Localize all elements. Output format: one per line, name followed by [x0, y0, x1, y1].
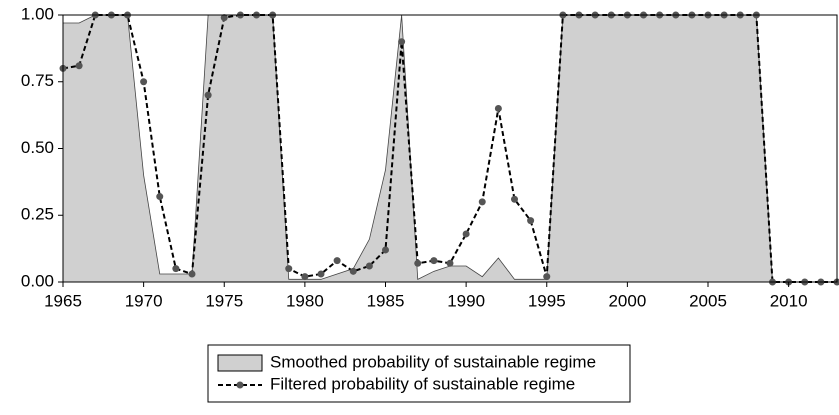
y-tick-label: 0.25	[21, 205, 54, 224]
y-tick-label: 0.50	[21, 138, 54, 157]
y-tick-label: 0.75	[21, 71, 54, 90]
filtered-point	[318, 270, 325, 277]
filtered-point	[398, 38, 405, 45]
filtered-point	[205, 92, 212, 99]
filtered-point	[140, 78, 147, 85]
x-tick-label: 1970	[125, 291, 163, 310]
filtered-point	[366, 262, 373, 269]
filtered-point	[156, 193, 163, 200]
filtered-point	[301, 273, 308, 280]
x-tick-label: 1980	[286, 291, 324, 310]
legend-swatch	[218, 355, 262, 371]
x-tick-label: 1975	[205, 291, 243, 310]
filtered-point	[543, 273, 550, 280]
filtered-point	[479, 198, 486, 205]
x-tick-label: 1995	[528, 291, 566, 310]
y-tick-label: 1.00	[21, 4, 54, 23]
filtered-point	[414, 260, 421, 267]
legend-label: Filtered probability of sustainable regi…	[270, 374, 575, 393]
x-tick-label: 1990	[447, 291, 485, 310]
filtered-point	[430, 257, 437, 264]
filtered-point	[189, 270, 196, 277]
y-tick-label: 0.00	[21, 271, 54, 290]
filtered-point	[511, 196, 518, 203]
legend-label: Smoothed probability of sustainable regi…	[270, 352, 596, 371]
filtered-point	[350, 268, 357, 275]
legend: Smoothed probability of sustainable regi…	[208, 345, 630, 402]
x-tick-label: 2000	[608, 291, 646, 310]
x-tick-label: 1965	[44, 291, 82, 310]
filtered-point	[382, 246, 389, 253]
x-tick-label: 2005	[689, 291, 727, 310]
x-tick-label: 1985	[367, 291, 405, 310]
filtered-point	[285, 265, 292, 272]
filtered-point	[463, 230, 470, 237]
filtered-point	[172, 265, 179, 272]
filtered-point	[76, 62, 83, 69]
filtered-point	[527, 217, 534, 224]
x-tick-label: 2010	[770, 291, 808, 310]
legend-marker	[237, 382, 244, 389]
smoothed-area	[63, 15, 837, 282]
filtered-point	[334, 257, 341, 264]
filtered-point	[495, 105, 502, 112]
filtered-point	[447, 260, 454, 267]
